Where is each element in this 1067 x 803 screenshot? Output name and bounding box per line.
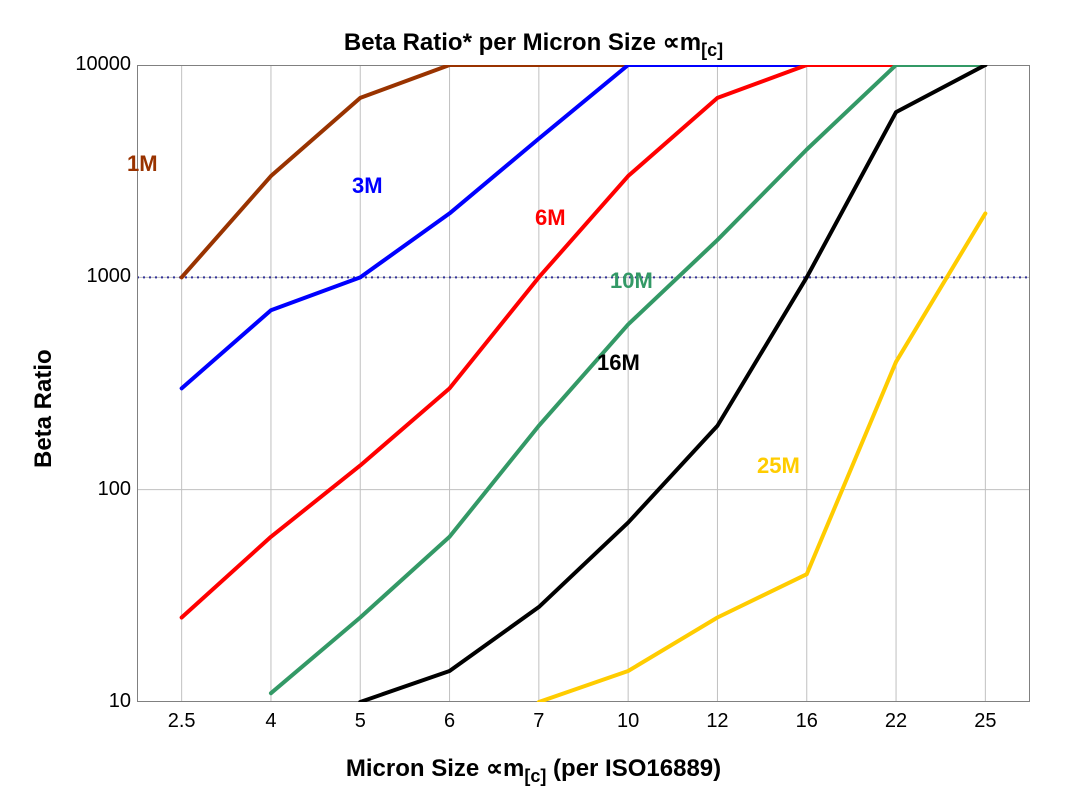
x-tick-label: 12 <box>687 710 747 733</box>
x-tick-label: 4 <box>241 710 301 733</box>
y-tick-label: 10000 <box>75 53 131 76</box>
series-label-1M: 1M <box>127 151 158 177</box>
y-axis-label: Beta Ratio <box>30 349 58 468</box>
x-tick-label: 2.5 <box>152 710 212 733</box>
y-tick-label: 1000 <box>87 265 132 288</box>
series-label-16M: 16M <box>597 350 640 376</box>
y-tick-label: 100 <box>98 478 131 501</box>
y-tick-label: 10 <box>109 690 131 713</box>
chart-title: Beta Ratio* per Micron Size ∝m[c] <box>0 28 1067 61</box>
series-label-10M: 10M <box>610 268 653 294</box>
x-tick-label: 16 <box>777 710 837 733</box>
series-label-25M: 25M <box>757 453 800 479</box>
x-tick-label: 6 <box>420 710 480 733</box>
plot-area <box>137 65 1030 702</box>
x-tick-label: 7 <box>509 710 569 733</box>
x-tick-label: 22 <box>866 710 926 733</box>
plot-svg <box>137 65 1030 702</box>
series-label-3M: 3M <box>352 173 383 199</box>
x-axis-label: Micron Size ∝m[c] (per ISO16889) <box>0 754 1067 787</box>
x-tick-label: 5 <box>330 710 390 733</box>
series-label-6M: 6M <box>535 205 566 231</box>
x-tick-label: 10 <box>598 710 658 733</box>
x-tick-label: 25 <box>955 710 1015 733</box>
chart-container: Beta Ratio* per Micron Size ∝m[c] Beta R… <box>0 0 1067 803</box>
